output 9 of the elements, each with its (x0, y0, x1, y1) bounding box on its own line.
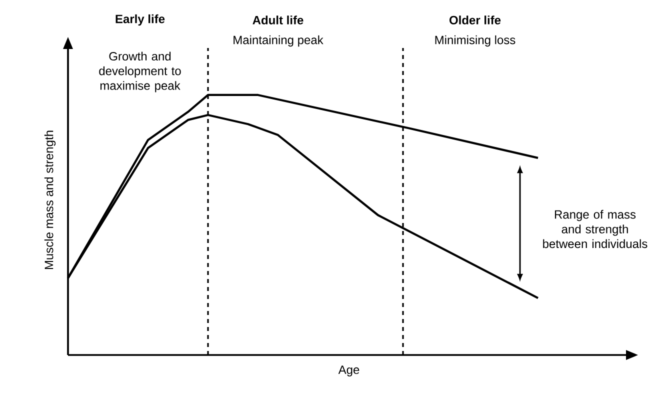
text: Adult life (252, 16, 304, 24)
text: Early life (116, 14, 165, 26)
y-axis-title: Muscle mass and strength (44, 130, 56, 270)
text: Minimising loss (435, 35, 516, 47)
x-axis-title: Age (338, 366, 360, 376)
text: Maintaining peak (234, 35, 324, 47)
text: Range of mass and strength between individuals (543, 210, 648, 248)
text: Older life (450, 16, 501, 24)
text: Growth and development to maximise peak (99, 52, 181, 92)
